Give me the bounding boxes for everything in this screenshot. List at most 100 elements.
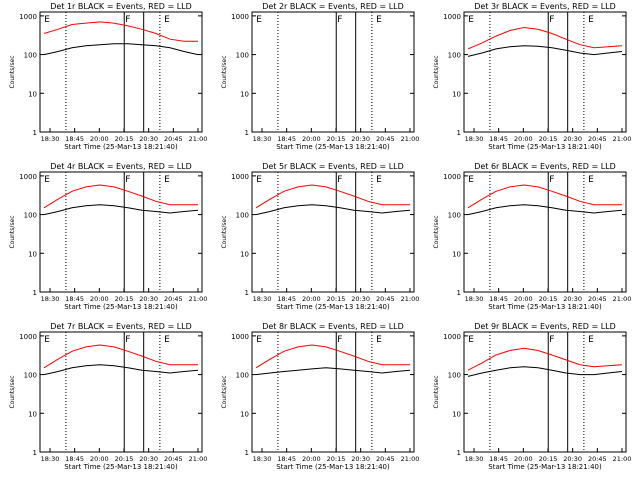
- plot-frame: [463, 171, 627, 293]
- panel-title: Det 8r BLACK = Events, RED = LLD: [262, 322, 404, 331]
- x-axis-label: Start Time (25-Mar-13 18:21:40): [276, 143, 390, 151]
- x-tick-label: 18:45: [65, 135, 84, 143]
- x-tick-label: 20:30: [351, 295, 370, 303]
- segment-marker: F: [549, 15, 554, 25]
- x-tick-label: 21:00: [613, 295, 632, 303]
- plot-frame: [251, 171, 415, 293]
- y-tick-label: 1000: [443, 333, 461, 341]
- x-tick-label: 20:15: [327, 135, 346, 143]
- x-tick-label: 18:30: [465, 135, 484, 143]
- panel-title: Det 6r BLACK = Events, RED = LLD: [474, 162, 616, 171]
- y-tick-label: 100: [448, 52, 461, 60]
- events-series-line: [43, 364, 199, 376]
- x-axis-label: Start Time (25-Mar-13 18:21:40): [64, 463, 178, 471]
- segment-marker: F: [125, 15, 130, 25]
- x-tick-label: 21:00: [401, 295, 420, 303]
- segment-marker: E: [588, 335, 594, 345]
- y-tick-label: 10: [452, 250, 461, 258]
- lld-series-line: [467, 184, 622, 209]
- y-tick-label: 100: [24, 372, 37, 380]
- y-axis-label: Counts/sec: [433, 375, 440, 408]
- segment-marker: F: [549, 335, 554, 345]
- x-tick-label: 18:30: [465, 295, 484, 303]
- y-tick-label: 10: [28, 250, 37, 258]
- segment-marker: E: [376, 15, 382, 25]
- x-tick-label: 20:45: [588, 455, 607, 463]
- plot-frame: [39, 11, 203, 133]
- x-tick-label: 20:30: [351, 455, 370, 463]
- x-tick-label: 20:45: [376, 455, 395, 463]
- y-tick-label: 10: [452, 410, 461, 418]
- y-tick-label: 10: [28, 410, 37, 418]
- events-series-line: [255, 367, 411, 376]
- y-axis-label: Counts/sec: [433, 55, 440, 88]
- x-tick-label: 18:45: [489, 455, 508, 463]
- lld-series-line: [43, 21, 198, 42]
- y-tick-label: 1: [457, 129, 461, 137]
- x-tick-label: 20:45: [164, 295, 183, 303]
- y-tick-label: 1: [457, 289, 461, 297]
- panel-title: Det 1r BLACK = Events, RED = LLD: [50, 2, 192, 11]
- y-tick-label: 1000: [231, 173, 249, 181]
- detector-panel: Det 1r BLACK = Events, RED = LLD 1 10 100 10…: [9, 2, 207, 151]
- x-tick-label: 20:15: [327, 455, 346, 463]
- detector-panel: Det 3r BLACK = Events, RED = LLD 1 10 100 10…: [433, 2, 631, 151]
- y-tick-label: 10: [452, 90, 461, 98]
- y-axis-label: Counts/sec: [221, 375, 228, 408]
- segment-marker: E: [588, 175, 594, 185]
- x-tick-label: 18:45: [489, 295, 508, 303]
- x-tick-label: 18:45: [489, 135, 508, 143]
- x-axis-label: Start Time (25-Mar-13 18:21:40): [488, 303, 602, 311]
- y-tick-label: 100: [24, 52, 37, 60]
- x-tick-label: 18:30: [41, 135, 60, 143]
- x-tick-label: 18:30: [253, 135, 272, 143]
- x-tick-label: 20:30: [351, 135, 370, 143]
- x-tick-label: 20:00: [90, 135, 109, 143]
- x-tick-label: 20:15: [539, 135, 558, 143]
- y-tick-label: 1000: [231, 333, 249, 341]
- segment-marker: E: [164, 175, 170, 185]
- x-tick-label: 18:30: [253, 295, 272, 303]
- y-axis-label: Counts/sec: [433, 215, 440, 248]
- x-axis-label: Start Time (25-Mar-13 18:21:40): [488, 463, 602, 471]
- y-tick-label: 1: [245, 449, 249, 457]
- x-tick-label: 20:15: [539, 455, 558, 463]
- detector-panel: Det 6r BLACK = Events, RED = LLD 1 10 100 10…: [433, 162, 631, 311]
- segment-marker: F: [337, 335, 342, 345]
- lld-series-line: [255, 184, 410, 209]
- panel-title: Det 2r BLACK = Events, RED = LLD: [262, 2, 404, 11]
- x-tick-label: 21:00: [613, 135, 632, 143]
- y-tick-label: 1000: [443, 173, 461, 181]
- segment-marker: E: [256, 335, 262, 345]
- segment-marker: E: [376, 175, 382, 185]
- y-tick-label: 100: [24, 212, 37, 220]
- plot-frame: [39, 331, 203, 453]
- segment-marker: E: [164, 15, 170, 25]
- x-tick-label: 20:00: [90, 455, 109, 463]
- detector-panel: Det 7r BLACK = Events, RED = LLD 1 10 100 10…: [9, 322, 207, 471]
- events-series-line: [43, 204, 199, 216]
- x-tick-label: 18:30: [41, 455, 60, 463]
- x-tick-label: 20:00: [302, 455, 321, 463]
- x-tick-label: 20:45: [164, 135, 183, 143]
- y-tick-label: 1: [245, 289, 249, 297]
- x-tick-label: 18:30: [465, 455, 484, 463]
- x-tick-label: 20:00: [302, 295, 321, 303]
- y-tick-label: 10: [28, 90, 37, 98]
- x-tick-label: 20:30: [139, 455, 158, 463]
- segment-marker: E: [588, 15, 594, 25]
- panel-title: Det 9r BLACK = Events, RED = LLD: [474, 322, 616, 331]
- x-tick-label: 18:45: [65, 295, 84, 303]
- segment-marker: E: [468, 175, 474, 185]
- x-tick-label: 21:00: [189, 455, 208, 463]
- x-axis-label: Start Time (25-Mar-13 18:21:40): [488, 143, 602, 151]
- x-tick-label: 20:00: [514, 295, 533, 303]
- y-tick-label: 1: [33, 449, 37, 457]
- events-series-line: [467, 366, 623, 377]
- segment-marker: E: [164, 335, 170, 345]
- y-tick-label: 100: [236, 52, 249, 60]
- x-tick-label: 20:00: [514, 455, 533, 463]
- x-tick-label: 18:30: [41, 295, 60, 303]
- plot-frame: [251, 11, 415, 133]
